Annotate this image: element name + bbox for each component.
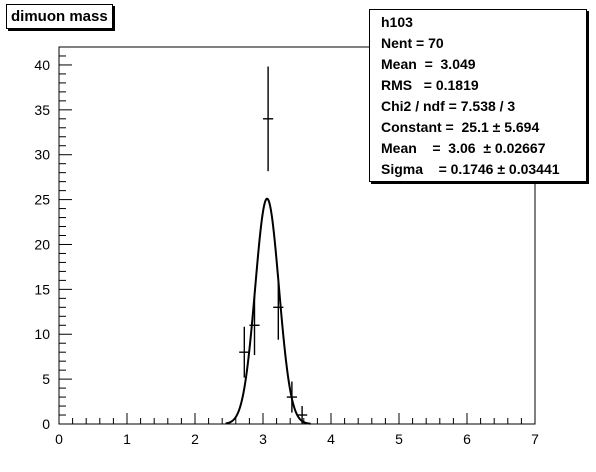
x-tick-label: 3 bbox=[259, 431, 267, 447]
stats-fit-mean: Mean = 3.06 ± 0.02667 bbox=[381, 140, 546, 156]
stats-sigma: Sigma = 0.1746 ± 0.03441 bbox=[381, 161, 560, 177]
y-tick-label: 0 bbox=[42, 416, 50, 432]
y-tick-label: 10 bbox=[34, 326, 50, 342]
x-tick-label: 1 bbox=[123, 431, 131, 447]
y-tick-label: 15 bbox=[34, 281, 50, 297]
stats-constant: Constant = 25.1 ± 5.694 bbox=[381, 119, 540, 135]
stats-rms: RMS = 0.1819 bbox=[381, 77, 479, 93]
x-tick-label: 7 bbox=[531, 431, 539, 447]
data-point bbox=[249, 295, 260, 356]
gaussian-fit-curve bbox=[225, 197, 311, 425]
stats-chi2-ndf: Chi2 / ndf = 7.538 / 3 bbox=[381, 98, 516, 114]
y-tick-label: 35 bbox=[34, 102, 50, 118]
x-tick-label: 0 bbox=[55, 431, 63, 447]
data-point bbox=[263, 66, 274, 172]
y-tick-label: 25 bbox=[34, 192, 50, 208]
x-tick-label: 4 bbox=[327, 431, 335, 447]
y-tick-label: 30 bbox=[34, 147, 50, 163]
x-tick-label: 2 bbox=[191, 431, 199, 447]
stats-mean: Mean = 3.049 bbox=[381, 56, 476, 72]
stats-box: h103 Nent = 70 Mean = 3.049 RMS = 0.1819… bbox=[369, 9, 587, 182]
x-tick-label: 6 bbox=[463, 431, 471, 447]
data-point bbox=[273, 274, 284, 340]
histogram-title: dimuon mass bbox=[6, 4, 113, 29]
stats-entries: Nent = 70 bbox=[381, 35, 444, 51]
data-point bbox=[297, 406, 308, 424]
data-point bbox=[239, 326, 250, 378]
data-point bbox=[286, 381, 297, 413]
y-tick-label: 20 bbox=[34, 236, 50, 252]
y-tick-label: 5 bbox=[42, 371, 50, 387]
stats-name: h103 bbox=[381, 14, 413, 30]
y-tick-label: 40 bbox=[34, 57, 50, 73]
x-tick-label: 5 bbox=[395, 431, 403, 447]
